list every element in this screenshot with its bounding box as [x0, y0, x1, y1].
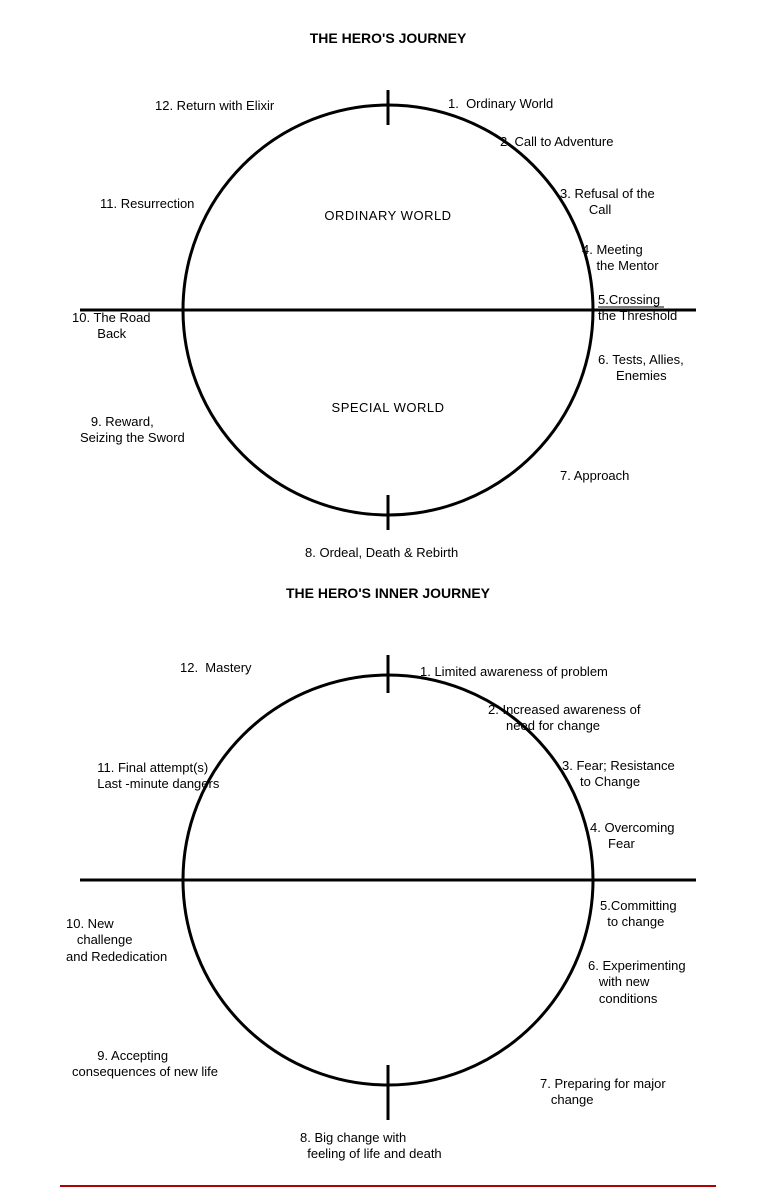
stage-4-label: 4. Meeting the Mentor — [582, 242, 659, 275]
stage-8-label: 8. Ordeal, Death & Rebirth — [305, 545, 458, 561]
stage-6-label: 6. Tests, Allies, Enemies — [598, 352, 684, 385]
inner-stage-11-label: 11. Final attempt(s) Last -minute danger… — [90, 760, 219, 793]
stage-9-label: 9. Reward, Seizing the Sword — [80, 414, 185, 447]
inner-stage-5-label: 5.Committing to change — [600, 898, 677, 931]
stage-12-label: 12. Return with Elixir — [155, 98, 274, 114]
inner-stage-2-label: 2. Increased awareness of need for chang… — [488, 702, 640, 735]
inner-stage-10-label: 10. New challenge and Rededication — [66, 916, 167, 965]
inner-stage-4-label: 4. Overcoming Fear — [590, 820, 675, 853]
inner-stage-8-label: 8. Big change with feeling of life and d… — [300, 1130, 442, 1163]
inner-stage-7-label: 7. Preparing for major change — [540, 1076, 666, 1109]
inner-stage-6-label: 6. Experimenting with new conditions — [588, 958, 686, 1007]
page-root: THE HERO'S JOURNEY ORDINARY WORLD SPECIA… — [0, 0, 776, 1201]
diagram1-svg — [0, 0, 776, 580]
stage-5-label: 5.Crossing the Threshold — [598, 292, 677, 325]
inner-stage-9-label: 9. Accepting consequences of new life — [72, 1048, 218, 1081]
footer-rule — [60, 1185, 716, 1187]
lower-world-label: SPECIAL WORLD — [0, 400, 776, 415]
stage-7-label: 7. Approach — [560, 468, 629, 484]
stage-3-label: 3. Refusal of the Call — [560, 186, 655, 219]
stage-11-label: 11. Resurrection — [100, 196, 194, 212]
inner-stage-1-label: 1. Limited awareness of problem — [420, 664, 608, 680]
inner-stage-3-label: 3. Fear; Resistance to Change — [562, 758, 675, 791]
stage-1-label: 1. Ordinary World — [448, 96, 553, 112]
stage-2-label: 2. Call to Adventure — [500, 134, 613, 150]
inner-stage-12-label: 12. Mastery — [180, 660, 252, 676]
hero-journey-diagram: THE HERO'S JOURNEY ORDINARY WORLD SPECIA… — [0, 0, 776, 580]
stage-10-label: 10. The Road Back — [72, 310, 151, 343]
hero-inner-journey-diagram: THE HERO'S INNER JOURNEY 1. Limited awar… — [0, 580, 776, 1180]
